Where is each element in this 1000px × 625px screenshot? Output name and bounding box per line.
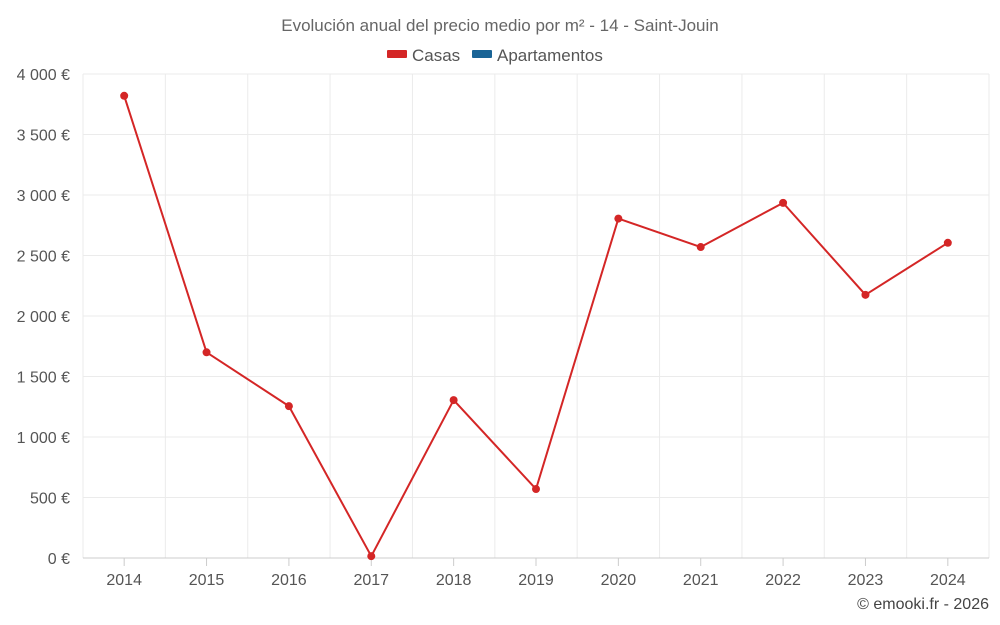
y-tick-label: 1 000 € (17, 430, 70, 447)
x-tick-label: 2014 (106, 572, 142, 589)
x-tick-label: 2016 (271, 572, 307, 589)
x-tick-label: 2015 (189, 572, 225, 589)
data-point-casas[interactable] (202, 348, 211, 357)
data-point-casas[interactable] (284, 402, 293, 411)
data-point-casas[interactable] (367, 552, 376, 561)
data-point-casas[interactable] (449, 396, 458, 405)
y-tick-label: 4 000 € (17, 67, 70, 84)
credit-text: © emooki.fr - 2026 (857, 596, 989, 613)
series-layer (120, 91, 952, 561)
x-tick-label: 2019 (518, 572, 554, 589)
y-tick-label: 3 000 € (17, 188, 70, 205)
data-point-casas[interactable] (696, 243, 705, 252)
data-point-casas[interactable] (532, 485, 540, 494)
y-tick-label: 2 000 € (17, 309, 70, 326)
legend-item-apartamentos[interactable]: Apartamentos (472, 46, 603, 65)
grid (82, 73, 990, 558)
legend: Casas Apartamentos (387, 46, 603, 65)
legend-label-casas: Casas (412, 46, 460, 65)
chart-title: Evolución anual del precio medio por m² … (281, 16, 719, 35)
data-point-casas[interactable] (779, 198, 788, 207)
y-axis: 0 € 500 € 1 000 € 1 500 € 2 000 € 2 500 € 3 00… (17, 67, 70, 568)
legend-swatch-casas (387, 50, 407, 58)
data-point-casas[interactable] (120, 91, 129, 100)
y-tick-label: 500 € (30, 491, 70, 508)
data-point-casas[interactable] (943, 238, 952, 247)
y-tick-label: 1 500 € (17, 370, 70, 387)
x-tick-label: 2017 (353, 572, 389, 589)
x-tick-label: 2021 (683, 572, 719, 589)
x-tick-label: 2023 (848, 572, 884, 589)
y-tick-label: 2 500 € (17, 249, 70, 266)
x-tick-label: 2020 (601, 572, 637, 589)
legend-item-casas[interactable]: Casas (387, 46, 460, 65)
data-point-casas[interactable] (861, 290, 870, 299)
x-tick-label: 2018 (436, 572, 472, 589)
y-tick-label: 0 € (48, 551, 70, 568)
data-point-casas[interactable] (614, 214, 623, 223)
legend-swatch-apartamentos (472, 50, 492, 58)
x-tick-label: 2024 (930, 572, 966, 589)
x-axis: 2014 2015 2016 2017 2018 2019 2020 2021 2022 2023… (83, 557, 989, 589)
legend-label-apartamentos: Apartamentos (497, 46, 603, 65)
x-tick-label: 2022 (765, 572, 801, 589)
y-tick-label: 3 500 € (17, 128, 70, 145)
